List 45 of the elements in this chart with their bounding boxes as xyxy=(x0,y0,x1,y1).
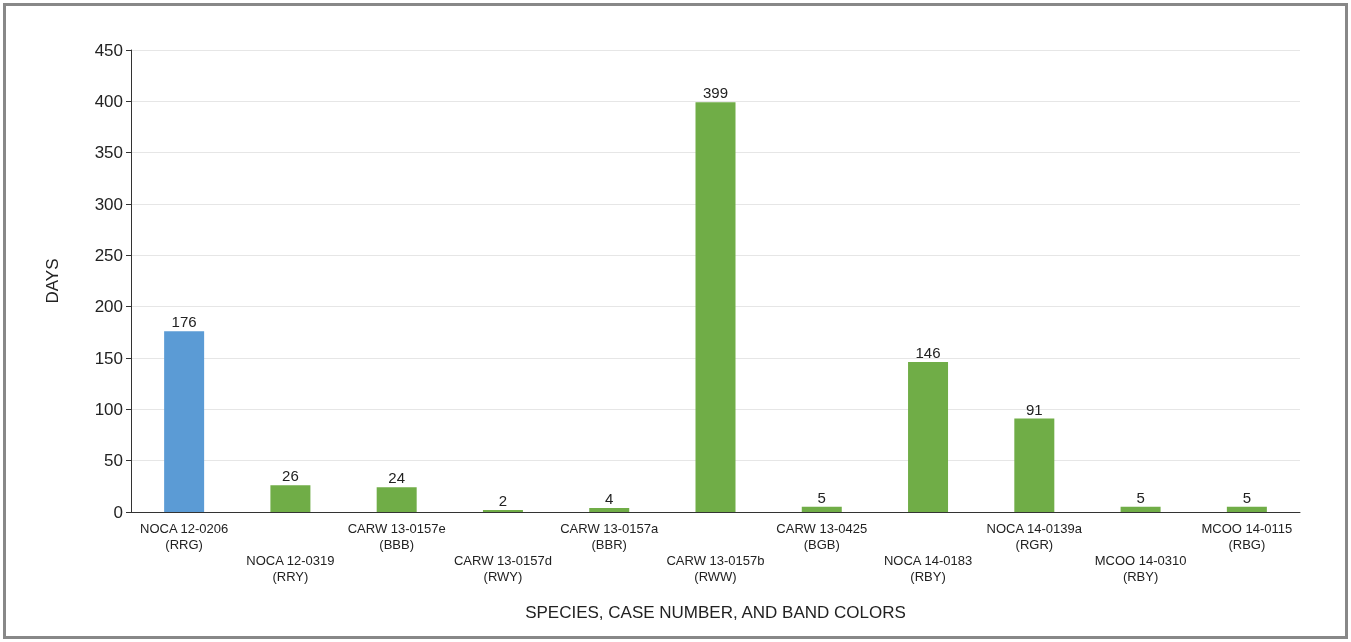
x-tick-label: NOCA 12-0319 (RRY) xyxy=(246,552,335,584)
bar xyxy=(376,487,417,512)
bar xyxy=(1120,506,1161,512)
data-label: 5 xyxy=(817,488,826,506)
data-label: 24 xyxy=(388,469,406,487)
x-tick-label: NOCA 14-0183 (RBY) xyxy=(883,552,973,584)
bar xyxy=(908,362,949,512)
x-tick-label: CARW 13-0157b (RWW) xyxy=(666,552,765,584)
y-tick-label: 200 xyxy=(94,297,123,317)
data-label: 5 xyxy=(1242,488,1252,506)
y-axis-title: DAYS xyxy=(43,258,62,304)
y-tick-label: 250 xyxy=(94,245,123,265)
x-tick-label: MCOO 14-0115 (RBG) xyxy=(1201,520,1293,552)
data-label: 146 xyxy=(915,344,941,362)
data-label: 2 xyxy=(498,491,508,509)
x-axis-title: SPECIES, CASE NUMBER, AND BAND COLORS xyxy=(525,603,906,622)
data-label: 26 xyxy=(282,467,299,485)
bar xyxy=(482,509,523,512)
bar xyxy=(164,331,205,512)
bar xyxy=(801,506,842,512)
x-tick-label: CARW 13-0157d (RWY) xyxy=(453,552,552,584)
data-label: 91 xyxy=(1025,400,1043,418)
bar xyxy=(270,485,311,512)
y-tick-label: 100 xyxy=(94,399,123,419)
y-tick-label: 300 xyxy=(94,194,123,214)
x-tick-label: MCOO 14-0310 (RBY) xyxy=(1094,552,1187,584)
y-tick-label: 50 xyxy=(104,451,123,471)
y-tick-label: 450 xyxy=(94,40,123,60)
bar xyxy=(1226,506,1267,512)
bar xyxy=(695,102,736,512)
bar xyxy=(589,507,630,512)
x-tick-label: NOCA 12-0206 (RRG) xyxy=(140,520,229,552)
x-tick-label: NOCA 14-0139a (RGR) xyxy=(986,520,1083,552)
y-tick-label: 350 xyxy=(94,143,123,163)
data-label: 5 xyxy=(1136,488,1145,506)
x-tick-label: CARW 13-0157e (BBB) xyxy=(347,520,446,552)
bar xyxy=(1014,418,1055,512)
y-tick-label: 0 xyxy=(113,502,123,522)
data-label: 176 xyxy=(171,313,197,331)
data-label: 399 xyxy=(702,84,729,102)
y-tick-label: 150 xyxy=(94,348,123,368)
x-tick-label: CARW 13-0425 (BGB) xyxy=(776,520,868,552)
x-tick-label: CARW 13-0157a (BBR) xyxy=(560,520,660,552)
data-label: 4 xyxy=(605,489,614,507)
y-tick-label: 400 xyxy=(94,91,123,111)
